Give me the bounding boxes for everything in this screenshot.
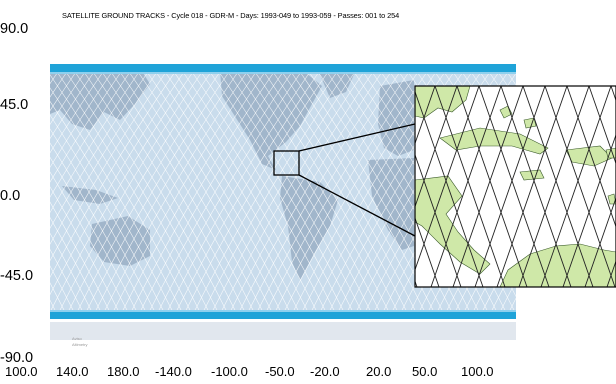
zoom-inset-frame [414,85,616,288]
y-tick-0: 0.0 [0,188,21,204]
y-tick-m90: -90.0 [0,350,34,366]
x-tick-7: 20.0 [366,364,392,379]
x-tick-6: -20.0 [310,364,340,379]
x-tick-9: 100.0 [461,364,494,379]
y-tick-45: 45.0 [0,97,29,113]
x-tick-4: -100.0 [211,364,248,379]
x-tick-3: -140.0 [155,364,192,379]
svg-text:Altimetry: Altimetry [72,342,88,347]
y-tick-90: 90.0 [0,21,29,37]
x-tick-0: 100.0 [5,364,38,379]
zoom-connector-top [298,123,416,152]
zoom-connector-bottom [298,174,416,237]
x-tick-1: 140.0 [56,364,89,379]
south-polar-band [50,312,516,319]
x-tick-5: -50.0 [265,364,295,379]
x-tick-8: 50.0 [412,364,438,379]
north-polar-band [50,64,516,72]
zoom-inset [415,86,616,287]
svg-text:Aviso: Aviso [72,336,82,341]
x-tick-2: 180.0 [107,364,140,379]
inset-ground-tracks [415,86,616,287]
y-tick-m45: -45.0 [0,268,34,284]
zoom-region-box [273,150,300,176]
map-title: SATELLITE GROUND TRACKS - Cycle 018 - GD… [62,11,400,20]
